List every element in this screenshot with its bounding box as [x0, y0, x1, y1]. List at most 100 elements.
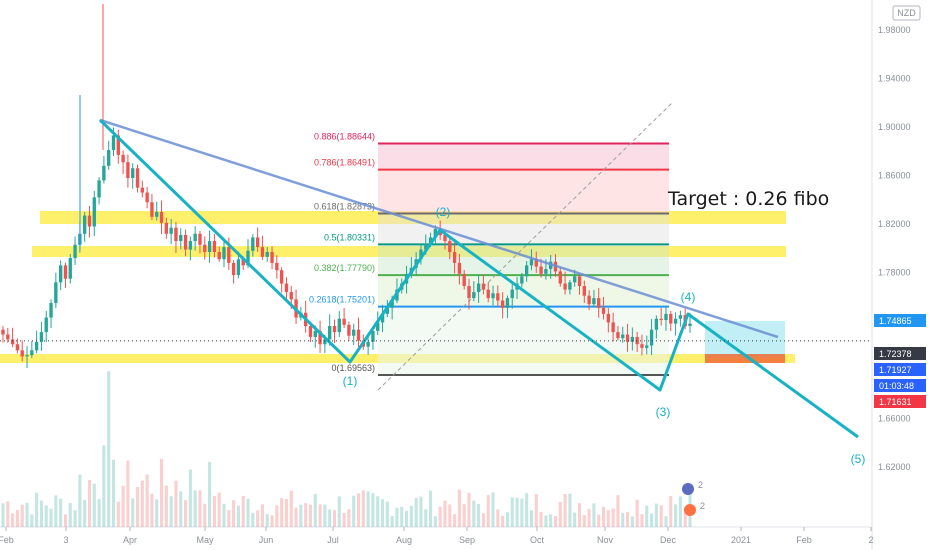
candle-body — [58, 265, 63, 283]
volume-bar — [203, 503, 207, 527]
volume-bar — [198, 490, 202, 527]
candle-body — [472, 292, 476, 299]
candles — [1, 4, 692, 369]
volume-bar — [184, 500, 188, 527]
volume-bar — [140, 480, 144, 527]
volume-bar — [626, 512, 630, 527]
volume-bar — [630, 516, 634, 527]
candle-body — [558, 271, 562, 284]
candle-body — [457, 262, 462, 274]
volume-bar — [188, 469, 192, 527]
volume-bar — [294, 507, 298, 527]
candle-body — [428, 237, 433, 244]
candle-body — [611, 322, 615, 333]
candle-body — [25, 355, 29, 357]
candle-body — [183, 235, 188, 250]
x-tick-label: Nov — [597, 535, 614, 545]
volume-bar — [597, 514, 601, 527]
event-icon[interactable] — [682, 483, 694, 495]
volume-bar — [448, 504, 452, 527]
wave-label: (1) — [343, 374, 358, 388]
volume-bar — [6, 501, 10, 527]
y-tick-label: 1.86000 — [878, 171, 911, 181]
candle-body — [246, 250, 250, 266]
volume-bar — [308, 504, 313, 527]
volume-bar — [352, 495, 356, 527]
x-tick-label: 3 — [63, 535, 68, 545]
price-tag-label: 1.71631 — [879, 397, 912, 407]
candle-body — [424, 243, 428, 250]
candle-body — [328, 326, 332, 340]
volume-bar — [246, 498, 250, 527]
candle-body — [131, 168, 135, 178]
volume-bar — [409, 505, 413, 527]
candle-body — [227, 247, 231, 263]
candle-body — [491, 293, 495, 299]
candle-body — [678, 315, 683, 319]
x-tick-label: Feb — [0, 535, 14, 545]
volume-bar — [169, 496, 173, 527]
fib-trend-line — [377, 102, 673, 391]
candle-body — [390, 300, 394, 308]
volume-bar — [241, 496, 245, 527]
volume-bar — [380, 499, 385, 527]
volume-bar — [39, 500, 43, 527]
price-tag — [874, 314, 926, 327]
candle-body — [443, 235, 447, 242]
volume-bar — [35, 492, 39, 527]
candle-body — [529, 259, 534, 266]
event-icon[interactable] — [684, 504, 696, 516]
volume-bar — [366, 491, 370, 527]
price-tag — [874, 379, 926, 392]
volume-bar — [496, 509, 500, 527]
volume-bar — [664, 516, 668, 527]
volume-bar — [678, 496, 682, 527]
candle-body — [49, 302, 53, 318]
volume-bars — [1, 371, 692, 527]
candle-body — [433, 228, 438, 238]
candle-body — [640, 344, 644, 348]
candle-body — [10, 339, 15, 345]
volume-bar — [587, 508, 591, 527]
candle-body — [380, 313, 385, 323]
y-tick-label: 1.66000 — [878, 413, 911, 423]
candle-body — [217, 252, 221, 260]
candle-body — [630, 336, 635, 342]
volume-bar — [54, 495, 58, 527]
volume-bar — [582, 515, 586, 527]
candle-body — [255, 237, 260, 248]
candle-body — [606, 313, 611, 323]
fib-level-label: 0.618(1.82873) — [314, 201, 375, 211]
price-tag-label: 01:03:48 — [879, 381, 914, 391]
candle-body — [222, 247, 226, 260]
candle-body — [313, 330, 317, 337]
wave-label: (4) — [681, 290, 696, 304]
candle-body — [198, 233, 202, 245]
candle-body — [241, 259, 245, 266]
candle-body — [597, 298, 601, 308]
volume-bar — [525, 493, 529, 527]
candle-body — [44, 317, 48, 333]
fib-band — [378, 143, 669, 170]
candle-body — [34, 341, 39, 351]
fib-band — [378, 169, 669, 214]
candle-body — [30, 350, 34, 356]
volume-bar — [635, 499, 639, 527]
volume-bar — [111, 459, 116, 527]
price-tag-label: 1.72378 — [879, 349, 912, 359]
candle-body — [15, 344, 20, 351]
price-tag — [874, 347, 926, 360]
volume-bar — [621, 512, 625, 527]
volume-bar — [429, 490, 433, 527]
volume-bar — [318, 504, 322, 527]
candle-body — [500, 300, 505, 308]
volume-bar — [400, 506, 404, 527]
volume-bar — [212, 495, 216, 527]
candle-body — [448, 241, 452, 253]
volume-bar — [549, 514, 553, 527]
volume-bar — [640, 514, 644, 527]
volume-bar — [59, 498, 63, 527]
volume-bar — [256, 510, 260, 527]
y-tick-label: 1.82000 — [878, 219, 911, 229]
volume-bar — [395, 507, 399, 527]
